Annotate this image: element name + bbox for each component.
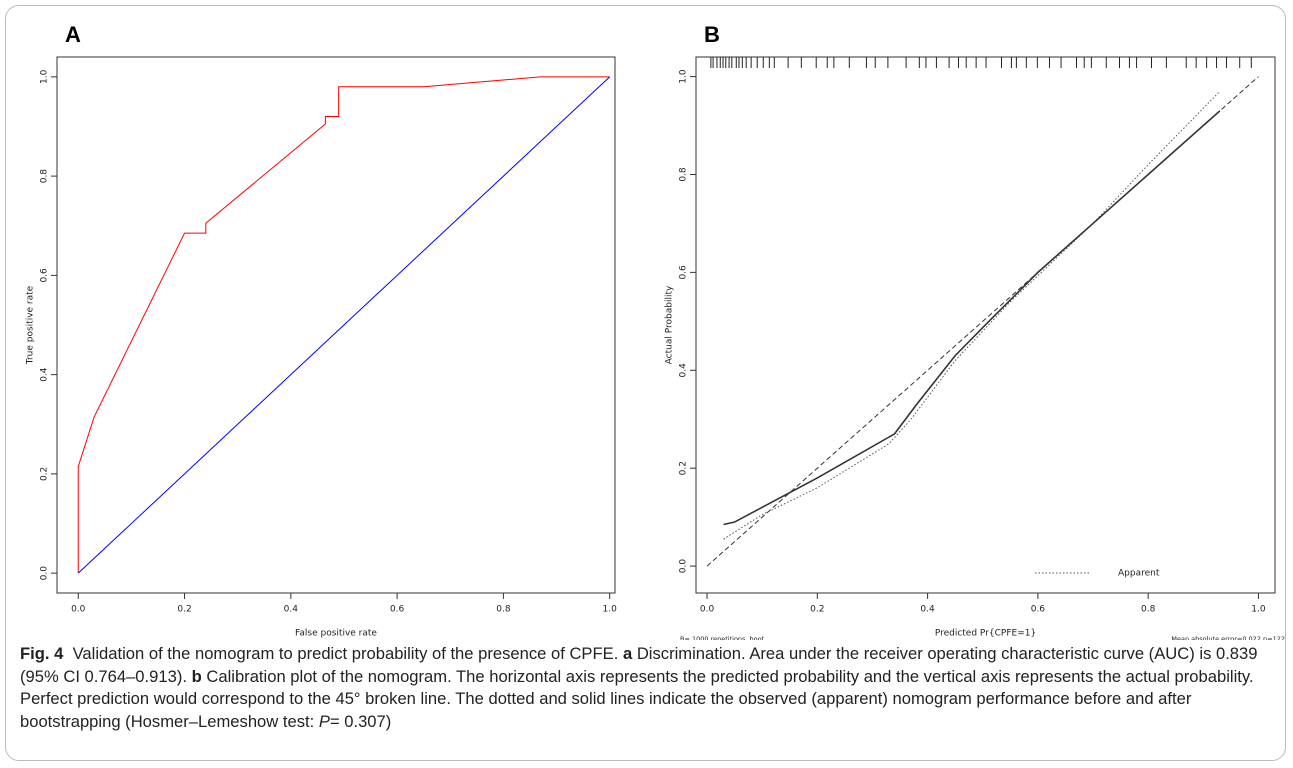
caption-text: Discrimination. Area under the receiver … xyxy=(20,644,1258,686)
series-line xyxy=(723,90,1221,540)
caption-text: Validation of the nomogram to predict pr… xyxy=(72,644,619,663)
charts: A 0.0 0.2 0.4 0.6 0.8 1.0 0.0 0.2 0.4 0.6 0.8 1.0 Fal… xyxy=(26,22,1286,640)
caption: Fig. 4 Validation of the nomogram to pre… xyxy=(20,643,1278,733)
x-axis-label: False positive rate xyxy=(295,629,377,639)
footnote: B= 1000 repetitions, boot xyxy=(680,635,765,640)
y-tick-label: 1.0 xyxy=(679,69,689,84)
y-tick-label: 0.2 xyxy=(40,467,50,481)
y-tick-label: 0.2 xyxy=(679,461,689,475)
y-tick-label: 0.8 xyxy=(679,167,689,182)
plot-frame xyxy=(695,56,1276,594)
y-tick-label: 0.4 xyxy=(40,367,50,382)
plot-frame xyxy=(56,56,616,594)
y-axis-label: True positive rate xyxy=(26,285,36,365)
y-axis-label: Actual Probability xyxy=(665,285,675,364)
x-axis-label: Predicted Pr{CPFE=1} xyxy=(935,629,1036,639)
series-line xyxy=(706,76,1259,567)
x-tick-label: 0.2 xyxy=(810,605,824,615)
x-tick-label: 1.0 xyxy=(603,605,618,615)
caption-text: = 0.307) xyxy=(329,711,392,731)
y-tick-label: 0.8 xyxy=(40,169,50,184)
y-tick-label: 0.0 xyxy=(40,566,50,581)
x-tick-label: 1.0 xyxy=(1251,605,1266,615)
x-tick-label: 0.2 xyxy=(177,605,191,615)
y-tick-label: 0.4 xyxy=(679,363,689,378)
series-line xyxy=(723,110,1221,526)
series-line xyxy=(77,76,611,574)
y-tick-label: 0.6 xyxy=(40,268,50,283)
panel-label: B xyxy=(704,22,720,47)
panel-label: A xyxy=(65,22,81,47)
x-tick-label: 0.8 xyxy=(1141,605,1156,615)
caption-label: Fig. 4 xyxy=(20,644,64,663)
figure-border xyxy=(5,5,1286,761)
series-line xyxy=(77,76,610,574)
x-tick-label: 0.4 xyxy=(920,605,935,615)
caption-text: Calibration plot of the nomogram. The ho… xyxy=(20,666,1254,731)
y-tick-label: 1.0 xyxy=(40,69,50,84)
y-tick-label: 0.0 xyxy=(679,559,689,574)
footnote: Mean absolute error=0.022 n=122 xyxy=(1171,635,1285,640)
caption-p: P xyxy=(318,711,330,731)
caption-panel-ref: b xyxy=(191,666,202,686)
x-tick-label: 0.6 xyxy=(390,605,405,615)
legend-label: Apparent xyxy=(1118,569,1160,579)
x-tick-label: 0.0 xyxy=(700,605,715,615)
y-tick-label: 0.6 xyxy=(679,265,689,280)
x-tick-label: 0.0 xyxy=(71,605,86,615)
caption-panel-ref: a xyxy=(622,644,633,663)
x-tick-label: 0.6 xyxy=(1031,605,1046,615)
x-tick-label: 0.8 xyxy=(496,605,511,615)
x-tick-label: 0.4 xyxy=(284,605,299,615)
